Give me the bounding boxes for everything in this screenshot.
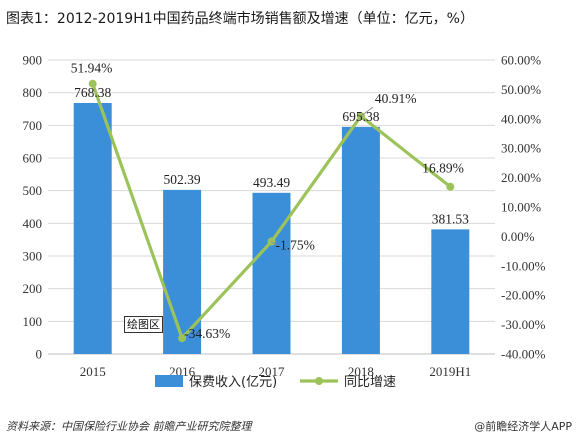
growth-point bbox=[88, 79, 97, 88]
left-axis: 0 100 200 300 400 500 600 700 800 900 bbox=[23, 53, 43, 362]
right-axis-tick-label: 30.00% bbox=[501, 141, 541, 156]
left-axis-tick-label: 500 bbox=[23, 183, 43, 198]
bar bbox=[431, 229, 470, 354]
right-axis: -40.00% -30.00% -20.00% -10.00% 0.00% 10.00% 2… bbox=[501, 53, 546, 362]
left-axis-tick-label: 400 bbox=[23, 216, 43, 231]
right-axis-tick-label: 20.00% bbox=[501, 170, 541, 185]
legend-bar-label: 保费收入(亿元) bbox=[189, 375, 277, 390]
category-axis: 2015 2016 2017 2018 2019H1 bbox=[80, 364, 472, 379]
left-axis-tick-label: 200 bbox=[23, 281, 43, 296]
legend: 保费收入(亿元) 同比增速 bbox=[155, 375, 396, 390]
legend-line-marker bbox=[315, 377, 323, 385]
line-value-label: -34.63% bbox=[184, 326, 230, 341]
leader-line bbox=[360, 106, 374, 117]
bar-value-label: 502.39 bbox=[164, 172, 201, 187]
category-label: 2015 bbox=[80, 364, 106, 379]
bar-value-label: 768.38 bbox=[74, 85, 111, 100]
leader-line bbox=[271, 241, 278, 246]
line-value-label: 40.91% bbox=[375, 91, 417, 106]
category-label: 2018 bbox=[348, 364, 374, 379]
growth-point bbox=[178, 334, 187, 343]
right-axis-tick-label: -30.00% bbox=[501, 317, 546, 332]
growth-point bbox=[446, 182, 455, 191]
bar-value-label: 381.53 bbox=[432, 211, 469, 226]
right-axis-tick-label: 50.00% bbox=[501, 82, 541, 97]
source-note: 资料来源：中国保险行业协会 前瞻产业研究院整理 bbox=[6, 420, 252, 433]
category-label: 2017 bbox=[259, 364, 286, 379]
left-axis-tick-label: 900 bbox=[23, 53, 43, 68]
line-value-labels: 51.94% -34.63% -1.75% 40.91% 16.89% bbox=[71, 61, 464, 342]
left-axis-tick-label: 300 bbox=[23, 249, 43, 264]
legend-bar-swatch bbox=[155, 375, 183, 387]
category-label: 2019H1 bbox=[429, 364, 471, 379]
right-axis-tick-label: -20.00% bbox=[501, 288, 546, 303]
bar bbox=[341, 126, 380, 355]
right-axis-tick-label: -10.00% bbox=[501, 258, 546, 273]
right-axis-tick-label: 0.00% bbox=[501, 229, 535, 244]
app-credit: @前瞻经济学人APP bbox=[474, 420, 572, 433]
chart-title: 图表1：2012-2019H1中国药品终端市场销售额及增速（单位：亿元，%） bbox=[6, 11, 474, 27]
left-axis-tick-label: 100 bbox=[23, 314, 43, 329]
plot-area-tag: 绘图区 bbox=[124, 316, 163, 333]
right-axis-tick-label: -40.00% bbox=[501, 347, 546, 362]
line-value-label: 16.89% bbox=[422, 161, 464, 176]
line-value-label: 51.94% bbox=[71, 61, 113, 76]
right-axis-tick-label: 60.00% bbox=[501, 53, 541, 68]
right-axis-tick-label: 40.00% bbox=[501, 111, 541, 126]
left-axis-tick-label: 700 bbox=[23, 118, 43, 133]
bar-value-labels: 768.38 502.39 493.49 695.38 381.53 bbox=[74, 85, 469, 226]
left-axis-tick-label: 600 bbox=[23, 151, 43, 166]
line-value-label: -1.75% bbox=[276, 238, 315, 253]
bar-series bbox=[73, 102, 470, 355]
bar bbox=[73, 102, 112, 354]
left-axis-tick-label: 0 bbox=[36, 347, 43, 362]
bar-value-label: 695.38 bbox=[342, 109, 379, 124]
bar bbox=[252, 192, 291, 354]
bar-value-label: 493.49 bbox=[253, 175, 290, 190]
left-axis-tick-label: 800 bbox=[23, 85, 43, 100]
right-axis-tick-label: 10.00% bbox=[501, 200, 541, 215]
legend-line-label: 同比增速 bbox=[344, 375, 396, 390]
